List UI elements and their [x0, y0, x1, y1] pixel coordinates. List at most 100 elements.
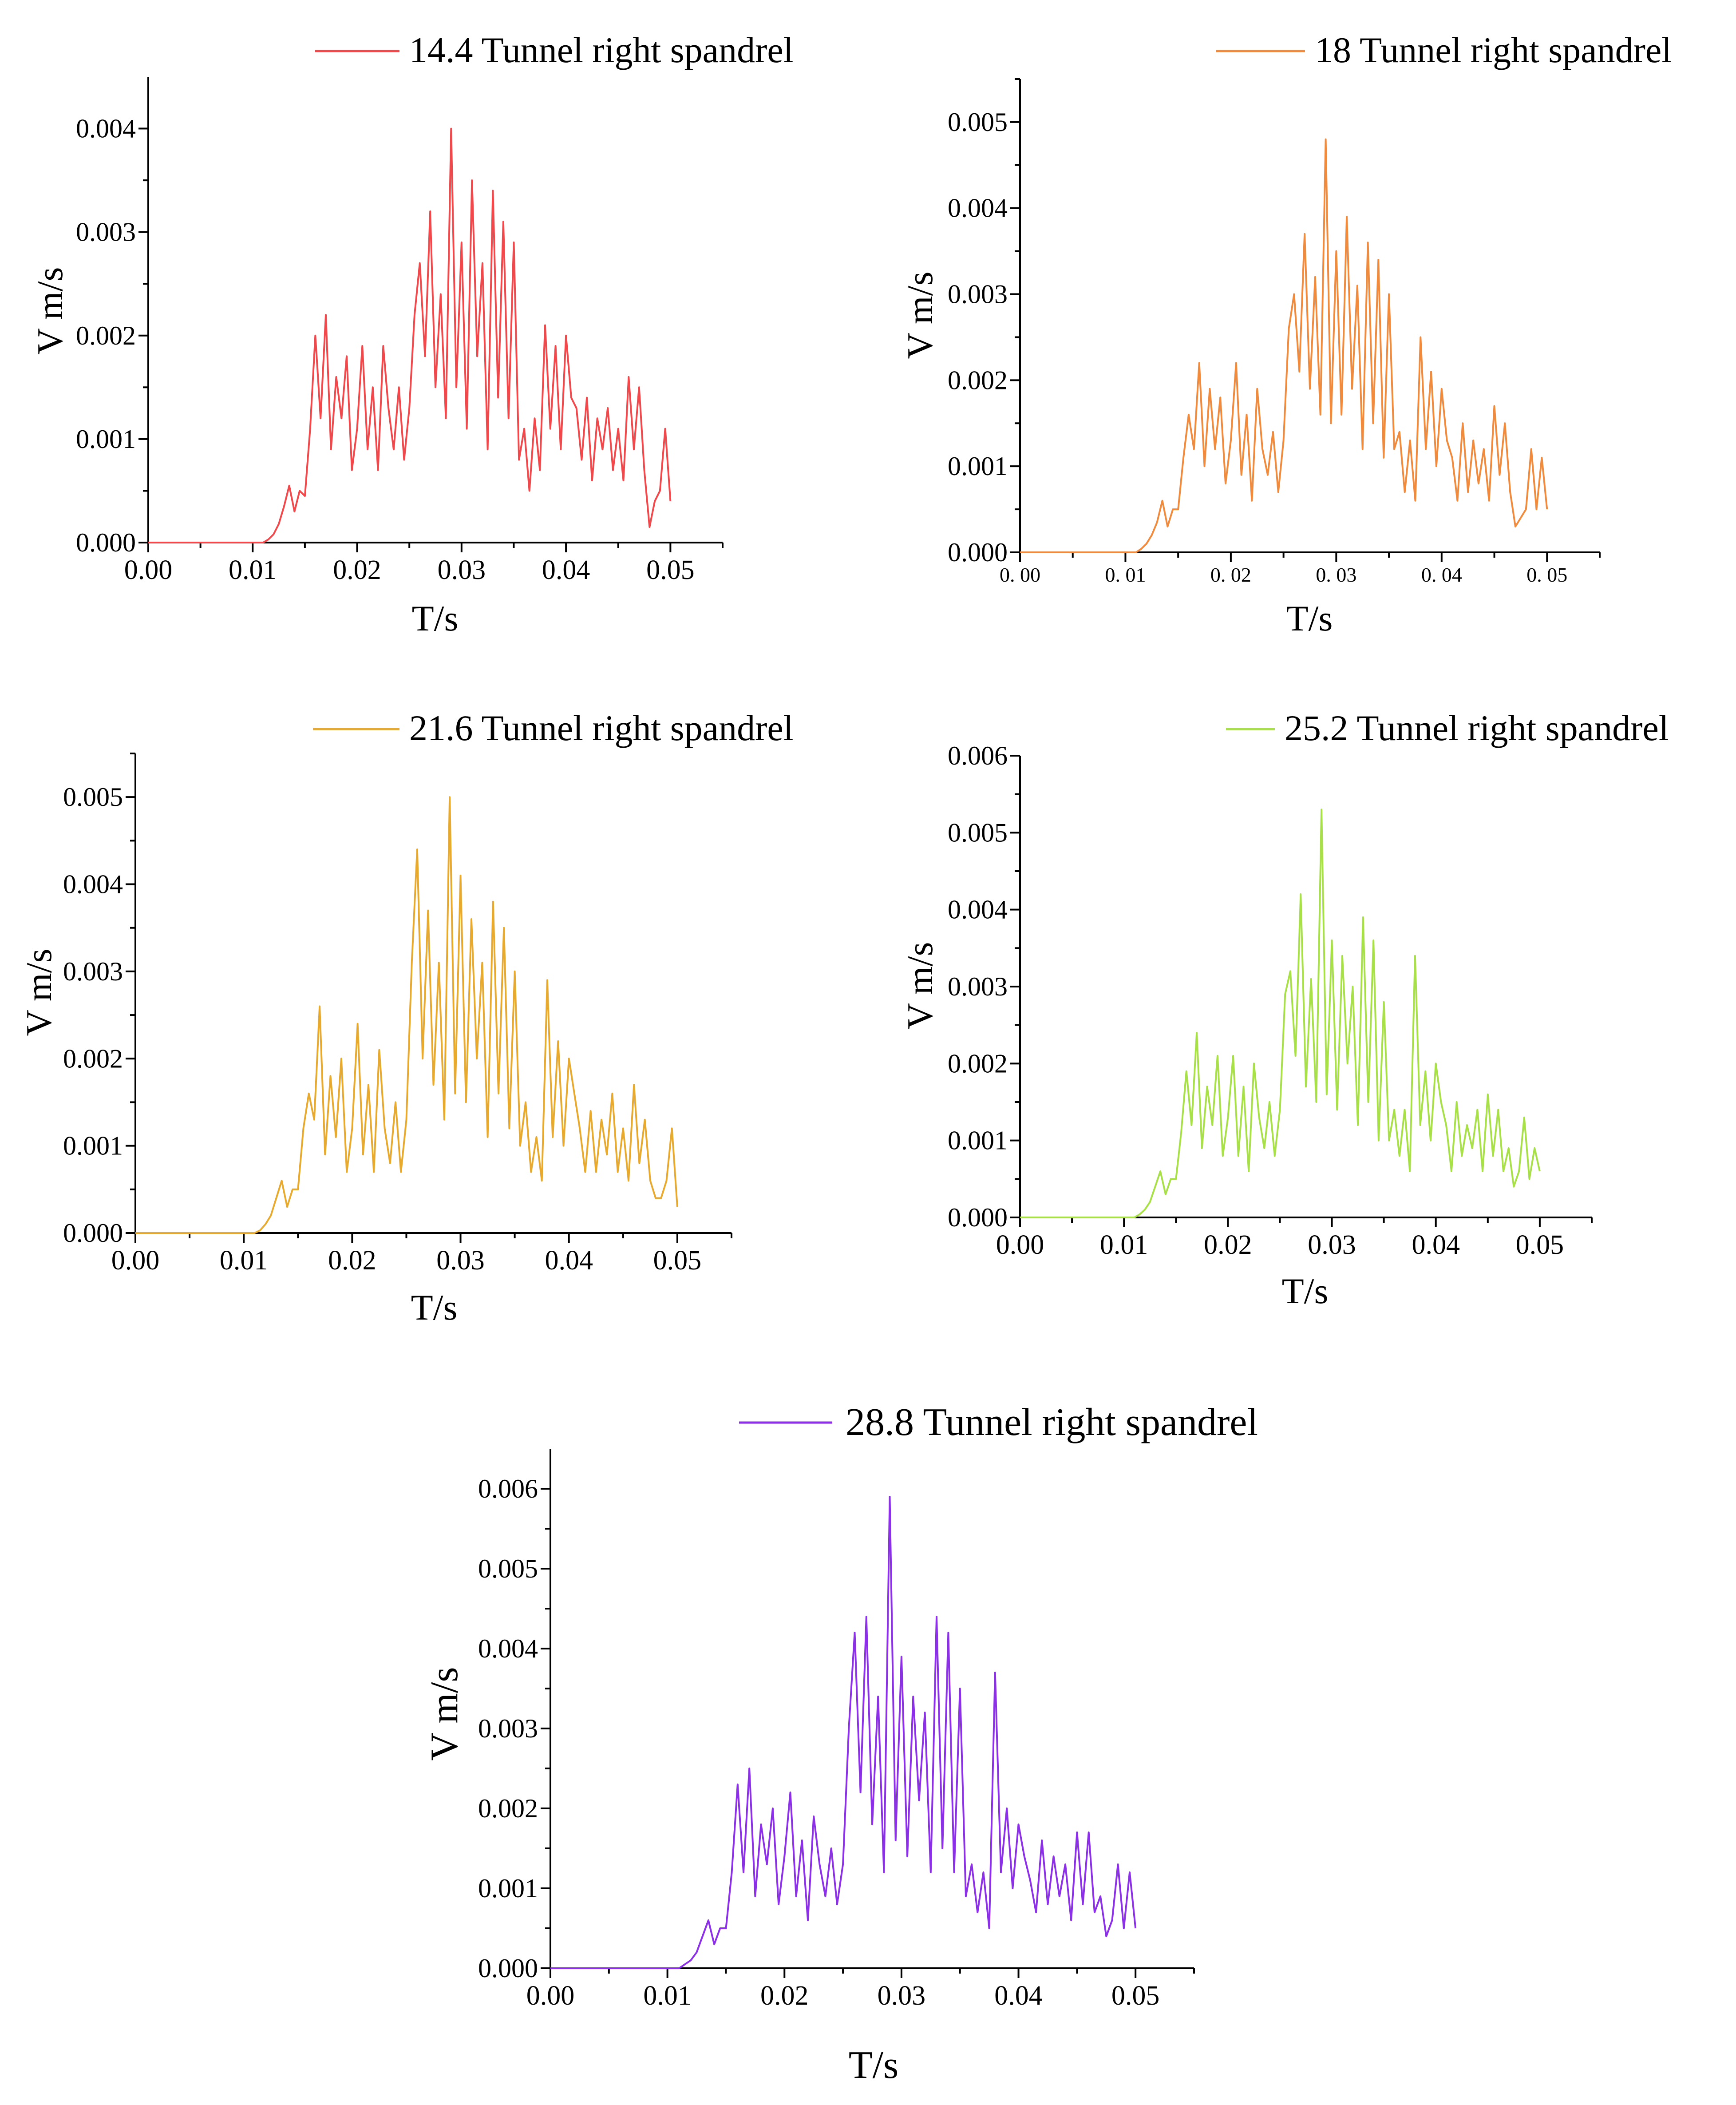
- x-axis-label-14-4: T/s: [412, 598, 459, 638]
- x-tick-label: 0.04: [994, 1981, 1043, 2011]
- y-tick-label: 0.003: [478, 1714, 538, 1743]
- series-line-28-8: [550, 1496, 1137, 1969]
- y-tick-label: 0.006: [948, 741, 1008, 770]
- x-tick-label: 0.01: [220, 1245, 268, 1276]
- x-axis-label-18: T/s: [1286, 598, 1333, 638]
- chart-25-2: 25.2 Tunnel right spandrel 0.00 0.01 0.02 0…: [900, 708, 1669, 1311]
- axes-28-8: [550, 1449, 1194, 1969]
- x-tick-label: 0.03: [1308, 1230, 1356, 1260]
- y-tick-label: 0.002: [948, 1049, 1008, 1078]
- y-axis-label-14-4: V m/s: [30, 267, 70, 355]
- y-tick-label: 0.005: [948, 818, 1008, 847]
- chart-14-4: 14.4 Tunnel right spandrel 0.00 0.01 0.02 0…: [30, 30, 794, 638]
- y-tick-label: 0.002: [948, 365, 1008, 395]
- y-tick-label: 0.003: [948, 280, 1008, 309]
- y-tick-label: 0.004: [948, 895, 1008, 924]
- legend-18: 18 Tunnel right spandrel: [1216, 30, 1672, 70]
- y-tick-label: 0.004: [76, 114, 136, 143]
- axes-21-6: [134, 753, 732, 1234]
- y-tick-label: 0.001: [76, 424, 136, 454]
- chart-21-6: 21.6 Tunnel right spandrel 0.00 0.01 0.02 0…: [19, 708, 794, 1328]
- y-tick-label: 0.000: [63, 1218, 123, 1248]
- x-tick-label: 0.00: [124, 555, 173, 585]
- legend-25-2: 25.2 Tunnel right spandrel: [1226, 708, 1669, 748]
- x-tick-label: 0.01: [229, 555, 277, 585]
- x-tick-label: 0.00: [111, 1245, 160, 1276]
- y-tick-label: 0.006: [478, 1474, 538, 1503]
- x-tick-label: 0. 05: [1526, 563, 1567, 586]
- y-tick-label: 0.000: [948, 538, 1008, 567]
- x-tick-label: 0. 03: [1316, 563, 1356, 586]
- y-tick-label: 0.001: [948, 452, 1008, 481]
- ticks-18: 0. 00 0. 01 0. 02 0. 03 0. 04 0. 05 0.000 0.001…: [948, 78, 1601, 586]
- y-tick-label: 0.001: [478, 1874, 538, 1903]
- y-tick-label: 0.003: [63, 957, 123, 986]
- y-tick-label: 0.000: [948, 1203, 1008, 1232]
- series-line-14-4: [148, 127, 672, 543]
- x-tick-label: 0.03: [438, 555, 486, 585]
- x-tick-label: 0.05: [653, 1245, 702, 1276]
- x-tick-label: 0.01: [643, 1981, 692, 2011]
- y-tick-label: 0.002: [63, 1044, 123, 1073]
- y-tick-label: 0.002: [478, 1794, 538, 1823]
- y-axis-label-25-2: V m/s: [900, 942, 940, 1030]
- legend-label-14-4: 14.4 Tunnel right spandrel: [409, 30, 794, 70]
- ticks-21-6: 0.00 0.01 0.02 0.03 0.04 0.05 0.000 0.001 0.002 0…: [63, 753, 732, 1276]
- legend-label-28-8: 28.8 Tunnel right spandrel: [846, 1401, 1258, 1444]
- x-tick-label: 0.04: [542, 555, 590, 585]
- y-tick-label: 0.005: [63, 782, 123, 812]
- series-line-21-6: [135, 796, 678, 1234]
- x-tick-label: 0.05: [1516, 1230, 1564, 1260]
- x-tick-label: 0. 02: [1210, 563, 1251, 586]
- y-axis-label-28-8: V m/s: [423, 1667, 466, 1760]
- x-tick-label: 0.02: [328, 1245, 376, 1276]
- x-tick-label: 0.05: [1111, 1981, 1160, 2011]
- series-line-25-2: [1020, 809, 1541, 1218]
- y-tick-label: 0.000: [478, 1954, 538, 1983]
- axes-18: [1019, 79, 1600, 553]
- legend-14-4: 14.4 Tunnel right spandrel: [315, 30, 794, 70]
- x-tick-label: 0. 04: [1421, 563, 1462, 586]
- x-tick-label: 0. 00: [1000, 563, 1040, 586]
- ticks-14-4: 0.00 0.01 0.02 0.03 0.04 0.05 0.000 0.001 0.002 0…: [76, 114, 724, 585]
- axes-25-2: [1019, 756, 1592, 1218]
- x-tick-label: 0.04: [545, 1245, 593, 1276]
- ticks-25-2: 0.00 0.01 0.02 0.03 0.04 0.05 0.000 0.001 0.002 0…: [948, 741, 1593, 1260]
- legend-label-18: 18 Tunnel right spandrel: [1315, 30, 1672, 70]
- y-tick-label: 0.001: [948, 1126, 1008, 1155]
- series-line-18: [1020, 138, 1548, 553]
- x-tick-label: 0.05: [646, 555, 695, 585]
- ticks-28-8: 0.00 0.01 0.02 0.03 0.04 0.05 0.000 0.001 0.002 0…: [478, 1474, 1195, 2011]
- legend-label-25-2: 25.2 Tunnel right spandrel: [1285, 708, 1669, 748]
- y-tick-label: 0.004: [63, 870, 123, 899]
- x-tick-label: 0.03: [878, 1981, 926, 2011]
- y-tick-label: 0.002: [76, 321, 136, 350]
- legend-21-6: 21.6 Tunnel right spandrel: [313, 708, 794, 748]
- x-tick-label: 0.00: [526, 1981, 575, 2011]
- chart-18: 18 Tunnel right spandrel 0. 00 0. 01 0. 02…: [900, 30, 1672, 638]
- x-axis-label-25-2: T/s: [1282, 1271, 1329, 1311]
- x-axis-label-21-6: T/s: [411, 1287, 458, 1328]
- x-tick-label: 0.00: [996, 1230, 1044, 1260]
- chart-28-8: 28.8 Tunnel right spandrel 0.00 0.01 0.02 0…: [423, 1401, 1258, 2087]
- y-tick-label: 0.003: [76, 218, 136, 247]
- legend-label-21-6: 21.6 Tunnel right spandrel: [409, 708, 794, 748]
- y-tick-label: 0.004: [478, 1634, 538, 1663]
- axes-14-4: [147, 77, 723, 543]
- y-tick-label: 0.001: [63, 1131, 123, 1161]
- x-tick-label: 0. 01: [1105, 563, 1146, 586]
- y-tick-label: 0.005: [478, 1554, 538, 1583]
- x-tick-label: 0.02: [1204, 1230, 1252, 1260]
- y-tick-label: 0.004: [948, 194, 1008, 223]
- x-axis-label-28-8: T/s: [849, 2044, 898, 2087]
- legend-28-8: 28.8 Tunnel right spandrel: [739, 1401, 1258, 1444]
- y-tick-label: 0.003: [948, 972, 1008, 1001]
- y-tick-label: 0.000: [76, 528, 136, 557]
- x-tick-label: 0.04: [1412, 1230, 1460, 1260]
- x-tick-label: 0.03: [436, 1245, 485, 1276]
- x-tick-label: 0.02: [760, 1981, 809, 2011]
- x-tick-label: 0.02: [333, 555, 381, 585]
- y-tick-label: 0.005: [948, 107, 1008, 137]
- y-axis-label-18: V m/s: [900, 272, 940, 359]
